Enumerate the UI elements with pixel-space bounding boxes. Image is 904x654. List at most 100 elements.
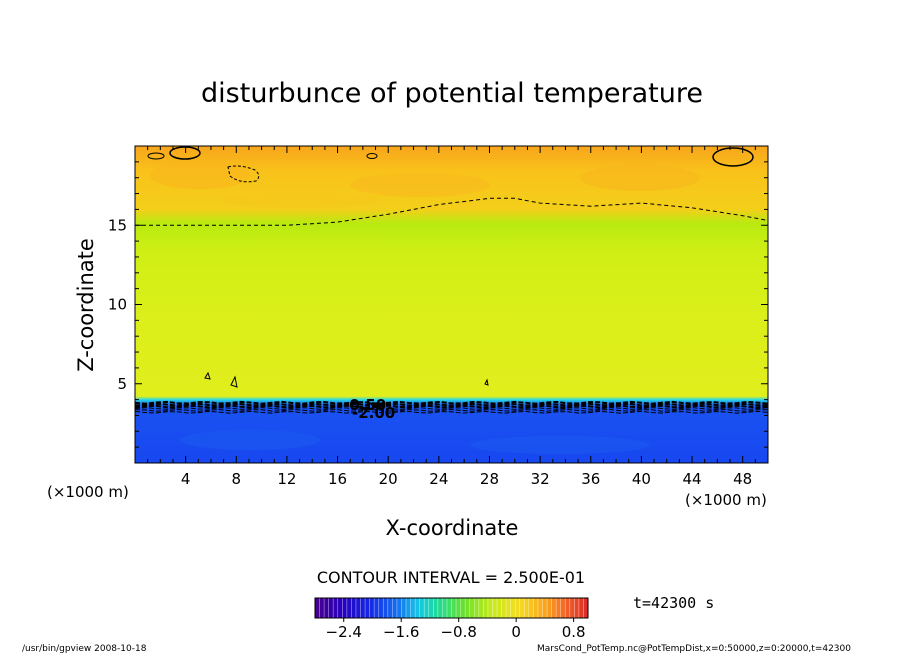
colorbar-cell (560, 598, 566, 618)
colorbar-cell (583, 598, 589, 618)
colorbar-cell (483, 598, 489, 618)
x-unit-right: (×1000 m) (685, 491, 767, 509)
interface-contour-line (135, 407, 768, 410)
colorbar-cell (487, 598, 493, 618)
colorbar-cell (369, 598, 375, 618)
interface-contour-line (135, 408, 768, 412)
closed-contour (169, 146, 201, 160)
y-tick-label: 15 (108, 216, 127, 234)
footer-right: MarsCond_PotTemp.nc@PotTempDist,x=0:5000… (537, 644, 851, 654)
colorbar-cell (478, 598, 484, 618)
x-tick-label: 48 (733, 470, 752, 488)
colorbar-cell (401, 598, 407, 618)
colorbar-cell (537, 598, 543, 618)
colorbar-cell (415, 598, 421, 618)
colorbar-tick-label: 0 (511, 623, 521, 641)
colorbar-cell (578, 598, 584, 618)
x-tick-label: 20 (379, 470, 398, 488)
colorbar-cell (474, 598, 480, 618)
colorbar-cell (424, 598, 430, 618)
colorbar-cell (465, 598, 471, 618)
interface-contours (135, 400, 768, 414)
x-tick-label: 4 (181, 470, 191, 488)
colorbar-cell (528, 598, 534, 618)
closed-contour (712, 147, 754, 167)
colorbar-cell (346, 598, 352, 618)
y-tick-label: 5 (117, 375, 127, 393)
contour-label-1: -2.00 (352, 404, 395, 422)
colorbar-tick-labels: −2.4 −1.6 −0.8 0 0.8 (326, 623, 586, 641)
colorbar-cell (360, 598, 366, 618)
colorbar-cell (501, 598, 507, 618)
colorbar-cell (406, 598, 412, 618)
colorbar-cell (469, 598, 475, 618)
field-blob (580, 165, 700, 191)
colorbar-cell (315, 598, 321, 618)
colorbar-cell (383, 598, 389, 618)
colorbar-cell (328, 598, 334, 618)
colorbar-cell (510, 598, 516, 618)
y-tick-label: 10 (108, 296, 127, 314)
colorbar-cell (551, 598, 557, 618)
colorbar-tick-label: −1.6 (383, 623, 419, 641)
contour-label-0: -0.50 (343, 396, 386, 414)
colorbar-cell (565, 598, 571, 618)
colorbar-cell (433, 598, 439, 618)
colorbar-cell (342, 598, 348, 618)
interface-contour-line (135, 410, 768, 414)
colorbar-cell (337, 598, 343, 618)
colorbar-cell (519, 598, 525, 618)
colorbar-tick-label: 0.8 (562, 623, 586, 641)
field-blob (220, 192, 380, 208)
colorbar-cell (446, 598, 452, 618)
colorbar-cell (419, 598, 425, 618)
upper-dashed-contour (135, 197, 768, 226)
colorbar-cell (319, 598, 325, 618)
colorbar-cell (387, 598, 393, 618)
colorbar-tick-label: −2.4 (326, 623, 362, 641)
x-tick-label: 8 (232, 470, 242, 488)
colorbar-cell (365, 598, 371, 618)
colorbar-cell (378, 598, 384, 618)
colorbar-cell (428, 598, 434, 618)
colorbar-cell (451, 598, 457, 618)
colorbar-cell (524, 598, 530, 618)
x-tick-label: 24 (429, 470, 448, 488)
x-unit-left: (×1000 m) (47, 483, 129, 501)
colorbar-cell (515, 598, 521, 618)
colorbar-cell (574, 598, 580, 618)
colorbar-cell (506, 598, 512, 618)
x-axis-label: X-coordinate (386, 516, 519, 540)
x-tick-label: 36 (581, 470, 600, 488)
y-axis-label: Z-coordinate (74, 238, 98, 372)
x-tick-label: 16 (328, 470, 347, 488)
colorbar-cell (396, 598, 402, 618)
y-tick-labels: 5 10 15 (108, 216, 127, 393)
x-tick-label: 12 (277, 470, 296, 488)
colorbar-cell (437, 598, 443, 618)
colorbar (314, 597, 589, 622)
colorbar-cell (569, 598, 575, 618)
colorbar-tick-label: −0.8 (440, 623, 476, 641)
footer-left: /usr/bin/gpview 2008-10-18 (22, 644, 147, 654)
colorbar-cell (355, 598, 361, 618)
field-blob (180, 430, 320, 450)
colorbar-cell (333, 598, 339, 618)
colorbar-cell (542, 598, 548, 618)
axis-ticks (135, 146, 768, 463)
field-blob (350, 173, 490, 197)
colorbar-cell (442, 598, 448, 618)
closed-contour (366, 153, 378, 159)
colorbar-cell (456, 598, 462, 618)
colorbar-cell (374, 598, 380, 618)
plot-area: -0.50 -2.00 (134, 145, 769, 464)
interface-contour-line (135, 404, 768, 409)
x-tick-label: 44 (682, 470, 701, 488)
colorbar-cell (410, 598, 416, 618)
colorbar-cell (556, 598, 562, 618)
closed-contour (147, 152, 165, 160)
colorbar-cell (533, 598, 539, 618)
colorbar-frame (314, 597, 589, 619)
colorbar-cell (324, 598, 330, 618)
